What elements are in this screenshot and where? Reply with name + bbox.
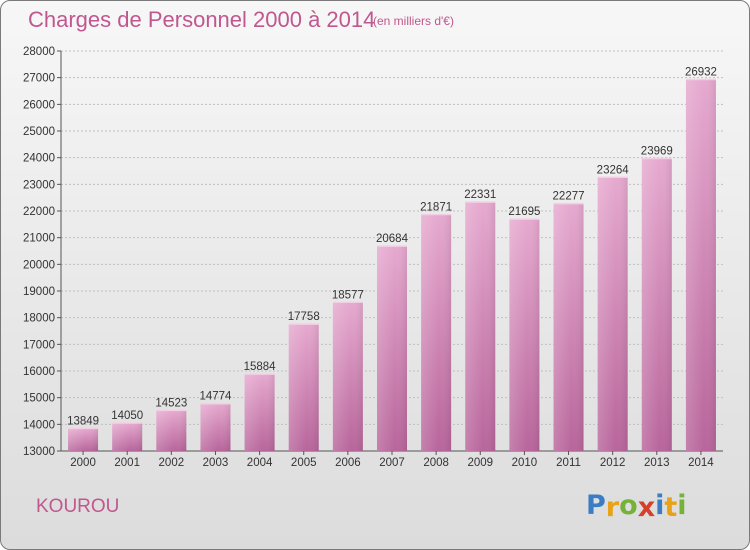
bar-shade <box>244 374 275 451</box>
data-label: 17758 <box>288 311 320 323</box>
y-tick-label: 20000 <box>23 259 55 271</box>
place-name: KOUROU <box>36 496 120 517</box>
data-label: 14050 <box>111 410 143 422</box>
x-tick-label: 2012 <box>600 457 626 469</box>
y-tick-label: 16000 <box>23 366 55 378</box>
data-label: 23969 <box>641 145 673 157</box>
y-tick-label: 19000 <box>23 286 55 298</box>
x-tick-label: 2000 <box>70 457 96 469</box>
x-tick-label: 2011 <box>556 457 581 469</box>
logo-letter: P <box>586 490 606 521</box>
y-tick-label: 17000 <box>23 339 55 351</box>
x-tick-label: 2001 <box>114 457 140 469</box>
logo-letter: r <box>605 492 620 523</box>
bar-shade <box>597 177 628 451</box>
bar-shade <box>200 403 231 451</box>
bar-shade <box>68 428 99 451</box>
bar-shade <box>288 324 319 451</box>
data-label: 14774 <box>199 391 232 403</box>
y-tick-label: 27000 <box>23 73 55 85</box>
x-tick-label: 2007 <box>379 457 405 469</box>
y-tick-label: 24000 <box>23 153 55 165</box>
y-tick-label: 28000 <box>23 46 55 58</box>
bar-shade <box>112 423 143 451</box>
bar-shade <box>156 410 187 451</box>
bar-shade <box>376 246 408 451</box>
x-tick-label: 2002 <box>159 457 185 469</box>
y-tick-label: 25000 <box>23 126 55 138</box>
logo-letter: i <box>677 490 687 521</box>
data-label: 23264 <box>597 164 630 176</box>
x-tick-label: 2013 <box>644 457 670 469</box>
chart-title: Charges de Personnel 2000 à 2014 <box>28 7 376 32</box>
x-tick-label: 2006 <box>335 457 361 469</box>
x-tick-label: 2004 <box>247 457 273 469</box>
data-label: 13849 <box>67 415 99 427</box>
logo-letter: i <box>655 490 665 521</box>
logo-letter: x <box>637 492 656 523</box>
data-label: 22331 <box>464 189 496 201</box>
bar-shade <box>553 203 584 451</box>
data-label: 26932 <box>685 66 717 78</box>
bar-shade <box>465 202 496 451</box>
x-tick-label: 2008 <box>423 457 449 469</box>
y-tick-label: 22000 <box>23 206 55 218</box>
y-tick-label: 13000 <box>23 446 55 458</box>
chart-subtitle: (en milliers d'€) <box>373 14 454 28</box>
y-tick-label: 15000 <box>23 393 55 405</box>
bar-shade <box>332 302 363 451</box>
bar-shade <box>509 219 540 451</box>
y-tick-label: 21000 <box>23 233 55 245</box>
x-tick-label: 2010 <box>512 457 538 469</box>
axes: 13000 14000 15000 16000 17000 18000 19000 20000… <box>23 46 723 469</box>
bar-shade <box>641 158 672 451</box>
logo-letter: t <box>664 492 678 523</box>
bar-shade <box>685 79 716 451</box>
logo-letter: o <box>619 490 638 521</box>
y-tick-label: 18000 <box>23 313 55 325</box>
x-tick-label: 2005 <box>291 457 317 469</box>
x-tick-label: 2014 <box>688 457 714 469</box>
y-tick-label: 14000 <box>23 419 55 431</box>
data-label: 22277 <box>553 191 585 203</box>
data-label: 14523 <box>155 397 187 409</box>
bars <box>68 78 716 451</box>
data-label: 15884 <box>244 361 277 373</box>
data-label: 18577 <box>332 289 364 301</box>
y-tick-label: 23000 <box>23 179 55 191</box>
bar-shade <box>421 214 452 451</box>
proxiti-logo[interactable]: Proxiti <box>586 490 687 523</box>
x-tick-label: 2009 <box>467 457 493 469</box>
data-labels: 13849 14050 14523 14774 15884 17758 18577 20684… <box>67 66 717 427</box>
data-label: 21695 <box>508 206 540 218</box>
data-label: 20684 <box>376 233 409 245</box>
x-tick-label: 2003 <box>203 457 229 469</box>
data-label: 21871 <box>420 201 452 213</box>
y-tick-label: 26000 <box>23 99 55 111</box>
